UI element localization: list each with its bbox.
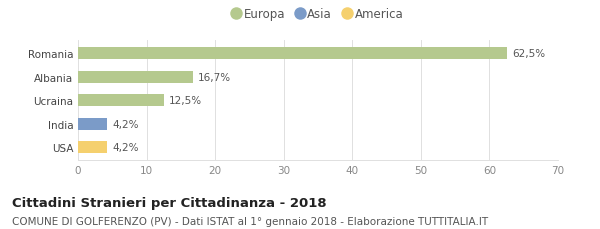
Bar (78, 142, 107, 153)
Text: 4,2%: 4,2% (112, 142, 139, 153)
Text: COMUNE DI GOLFERENZO (PV) - Dati ISTAT al 1° gennaio 2018 - Elaborazione TUTTITA: COMUNE DI GOLFERENZO (PV) - Dati ISTAT a… (12, 216, 488, 226)
Legend: Europa, Asia, America: Europa, Asia, America (228, 3, 408, 26)
Text: 16,7%: 16,7% (198, 72, 231, 82)
Text: 12,5%: 12,5% (169, 96, 202, 106)
Bar (78, 72, 193, 83)
Text: 62,5%: 62,5% (512, 49, 545, 59)
Bar (78, 95, 164, 106)
Text: 4,2%: 4,2% (112, 119, 139, 129)
Bar (78, 118, 107, 130)
Text: Cittadini Stranieri per Cittadinanza - 2018: Cittadini Stranieri per Cittadinanza - 2… (12, 196, 326, 209)
Bar (78, 48, 506, 60)
